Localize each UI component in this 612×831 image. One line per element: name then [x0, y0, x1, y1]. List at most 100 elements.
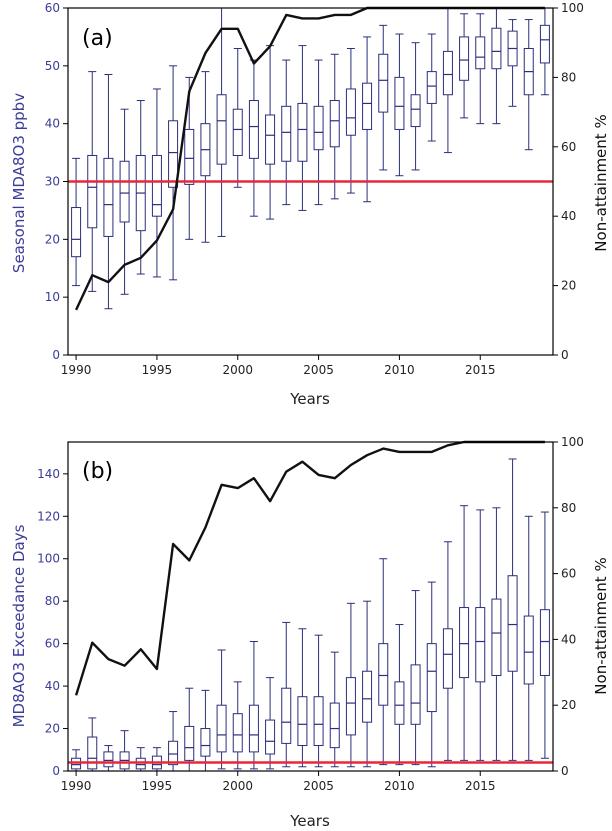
- b-x-tick-2005: 2005: [303, 779, 334, 793]
- panel-b-x-axis-label: Years: [289, 812, 330, 830]
- a-box-2010: [394, 76, 405, 130]
- b-y2-tick-20: 20: [561, 698, 576, 712]
- a-box-2012: [426, 71, 437, 104]
- b-box-2000: [232, 713, 243, 753]
- a-box-2001: [248, 100, 259, 159]
- b-y-tick-40: 40: [45, 679, 60, 693]
- a-box-1993: [119, 160, 130, 223]
- a-box-2011: [410, 94, 421, 128]
- b-box-2011: [410, 664, 421, 725]
- panel-b-y2-axis-label: Non-attainment %: [592, 557, 610, 694]
- b-y-tick-120: 120: [37, 509, 60, 523]
- panel-a-boxes: [71, 7, 550, 310]
- b-y2-tick-40: 40: [561, 632, 576, 646]
- b-box-2007: [345, 677, 356, 736]
- panel-b: 1990 1995 2000 2005 2010 2015 0 20 40 60 80 100 120…: [10, 435, 610, 830]
- a-box-2003: [281, 105, 292, 162]
- panel-b-y2-ticks: 0 20 40 60 80 100: [553, 435, 584, 778]
- a-box-2019: [539, 24, 550, 64]
- a-y2-tick-20: 20: [561, 279, 576, 293]
- a-x-tick-1995: 1995: [142, 363, 173, 377]
- a-y2-tick-40: 40: [561, 209, 576, 223]
- a-y-tick-0: 0: [52, 348, 60, 362]
- a-y-tick-40: 40: [45, 117, 60, 131]
- a-box-1990: [71, 207, 82, 258]
- b-box-2010: [394, 681, 405, 725]
- panel-a-y2-axis-label: Non-attainment %: [592, 114, 610, 251]
- b-box-2001: [248, 704, 259, 753]
- b-box-2006: [329, 702, 340, 749]
- a-x-tick-1990: 1990: [61, 363, 92, 377]
- b-box-2003: [281, 687, 292, 744]
- a-box-2008: [362, 82, 373, 130]
- b-y2-tick-60: 60: [561, 567, 576, 581]
- b-x-tick-2015: 2015: [465, 779, 496, 793]
- a-nonattainment-line: [75, 6, 545, 311]
- b-x-tick-1990: 1990: [61, 779, 92, 793]
- panel-b-frame: [67, 441, 554, 772]
- a-y-tick-60: 60: [45, 1, 60, 15]
- b-y2-tick-100: 100: [561, 435, 584, 449]
- panel-a-x-ticks: 1990 1995 2000 2005 2010 2015: [61, 355, 496, 377]
- b-box-2002: [265, 719, 276, 755]
- a-box-2002: [265, 114, 276, 165]
- b-box-1999: [216, 704, 227, 753]
- b-y-tick-100: 100: [37, 552, 60, 566]
- a-x-tick-2005: 2005: [303, 363, 334, 377]
- b-y2-tick-0: 0: [561, 764, 569, 778]
- b-y-tick-140: 140: [37, 467, 60, 481]
- b-box-2013: [442, 628, 453, 689]
- b-box-2008: [362, 670, 373, 723]
- a-x-tick-2015: 2015: [465, 363, 496, 377]
- panel-b-boxes: [71, 458, 550, 772]
- panel-b-x-ticks: 1990 1995 2000 2005 2010 2015: [61, 771, 496, 793]
- a-box-2006: [329, 100, 340, 148]
- b-box-2014: [459, 607, 470, 679]
- a-y2-tick-80: 80: [561, 70, 576, 84]
- panel-b-y-axis-label: MD8AO3 Exceedance Days: [10, 524, 28, 727]
- panel-b-y-ticks: 0 20 40 60 80 100 120 140: [37, 467, 68, 778]
- a-y-tick-10: 10: [45, 290, 60, 304]
- a-box-1995: [151, 154, 162, 217]
- b-box-2009: [378, 643, 389, 706]
- b-nonattainment-line: [74, 440, 545, 696]
- b-box-2015: [475, 607, 486, 683]
- a-box-1996: [168, 120, 179, 188]
- b-box-1996: [168, 740, 179, 766]
- b-x-tick-1995: 1995: [142, 779, 173, 793]
- panel-a-label: (a): [82, 26, 113, 51]
- b-box-1998: [200, 728, 211, 757]
- b-box-2005: [313, 696, 324, 747]
- panel-a-y-axis-label: Seasonal MDA8O3 ppbv: [10, 93, 28, 273]
- b-box-2012: [426, 643, 437, 713]
- a-box-1991: [87, 154, 98, 229]
- a-box-1997: [184, 128, 195, 185]
- a-y2-tick-0: 0: [561, 348, 569, 362]
- panel-a-y-ticks: 0 10 20 30 40 50 60: [45, 1, 68, 362]
- a-box-2004: [297, 102, 308, 162]
- a-y-tick-50: 50: [45, 59, 60, 73]
- a-box-2000: [232, 108, 243, 156]
- b-box-1992: [103, 751, 114, 768]
- a-x-tick-2010: 2010: [384, 363, 415, 377]
- b-y-tick-60: 60: [45, 637, 60, 651]
- a-y-tick-30: 30: [45, 175, 60, 189]
- a-y2-tick-60: 60: [561, 140, 576, 154]
- a-y2-tick-100: 100: [561, 1, 584, 15]
- panel-a-y2-ticks: 0 20 40 60 80 100: [553, 1, 584, 362]
- a-box-2014: [459, 36, 470, 81]
- b-box-2016: [491, 598, 502, 676]
- a-box-2007: [345, 88, 356, 136]
- b-box-2019: [539, 609, 550, 676]
- panel-a: 1990 1995 2000 2005 2010 2015 0 10 20 30 40 50 60 0…: [10, 1, 610, 408]
- b-box-2017: [507, 575, 518, 672]
- b-x-tick-2010: 2010: [384, 779, 415, 793]
- b-box-2004: [297, 696, 308, 747]
- a-box-1999: [216, 94, 227, 165]
- a-box-2016: [491, 27, 502, 70]
- panel-a-x-axis-label: Years: [289, 390, 330, 408]
- panel-b-label: (b): [82, 459, 113, 484]
- a-box-2013: [442, 50, 453, 96]
- a-box-2005: [313, 105, 324, 151]
